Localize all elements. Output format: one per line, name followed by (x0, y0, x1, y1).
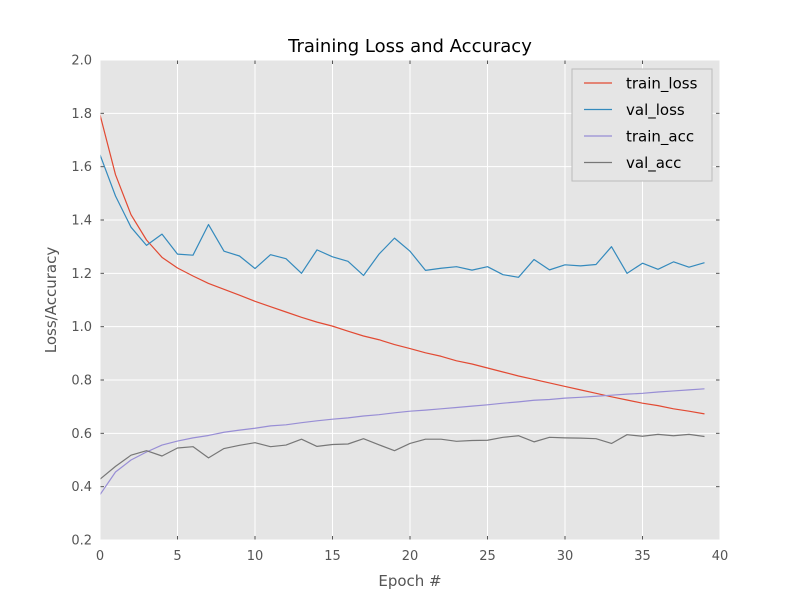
legend-label-val-loss: val_loss (626, 101, 685, 120)
y-tick-label: 0.4 (71, 480, 92, 495)
y-tick-label: 1.4 (71, 214, 92, 229)
x-tick-label: 35 (634, 549, 651, 564)
x-tick-label: 5 (173, 549, 181, 564)
x-tick-label: 15 (324, 549, 341, 564)
y-tick-label: 1.2 (71, 267, 92, 282)
x-axis-label: Epoch # (378, 572, 441, 590)
y-tick-label: 0.6 (71, 427, 92, 442)
y-tick-label: 0.2 (71, 534, 92, 549)
y-tick-label: 1.8 (71, 107, 92, 122)
series-line-train-acc (99, 388, 705, 496)
y-tick-label: 2.0 (71, 54, 92, 69)
legend-label-train-loss: train_loss (626, 75, 698, 94)
chart-title: Training Loss and Accuracy (287, 36, 532, 57)
axis-ticks: 0 5 10 15 20 25 30 35 40 0.2 0.4 0.6 0.8 1.0 1.2 1.4 1.6… (71, 54, 728, 565)
y-tick-label: 0.8 (71, 374, 92, 389)
legend: train_loss val_loss train_acc val_acc (571, 68, 713, 182)
y-tick-label: 1.6 (71, 160, 92, 175)
x-tick-label: 25 (479, 549, 496, 564)
x-tick-label: 20 (402, 549, 419, 564)
x-tick-label: 40 (712, 549, 729, 564)
x-tick-label: 0 (96, 549, 104, 564)
series-line-val-acc (99, 433, 705, 480)
series-line-val-loss (99, 154, 705, 278)
x-tick-label: 10 (247, 549, 264, 564)
y-axis-label: Loss/Accuracy (42, 247, 60, 354)
y-tick-label: 1.0 (71, 320, 92, 335)
legend-label-train-acc: train_acc (626, 128, 694, 147)
series-lines (99, 114, 705, 496)
legend-label-val-acc: val_acc (626, 154, 681, 173)
series-line-train-loss (99, 114, 705, 415)
x-tick-label: 30 (557, 549, 574, 564)
plot-frame (99, 59, 721, 541)
